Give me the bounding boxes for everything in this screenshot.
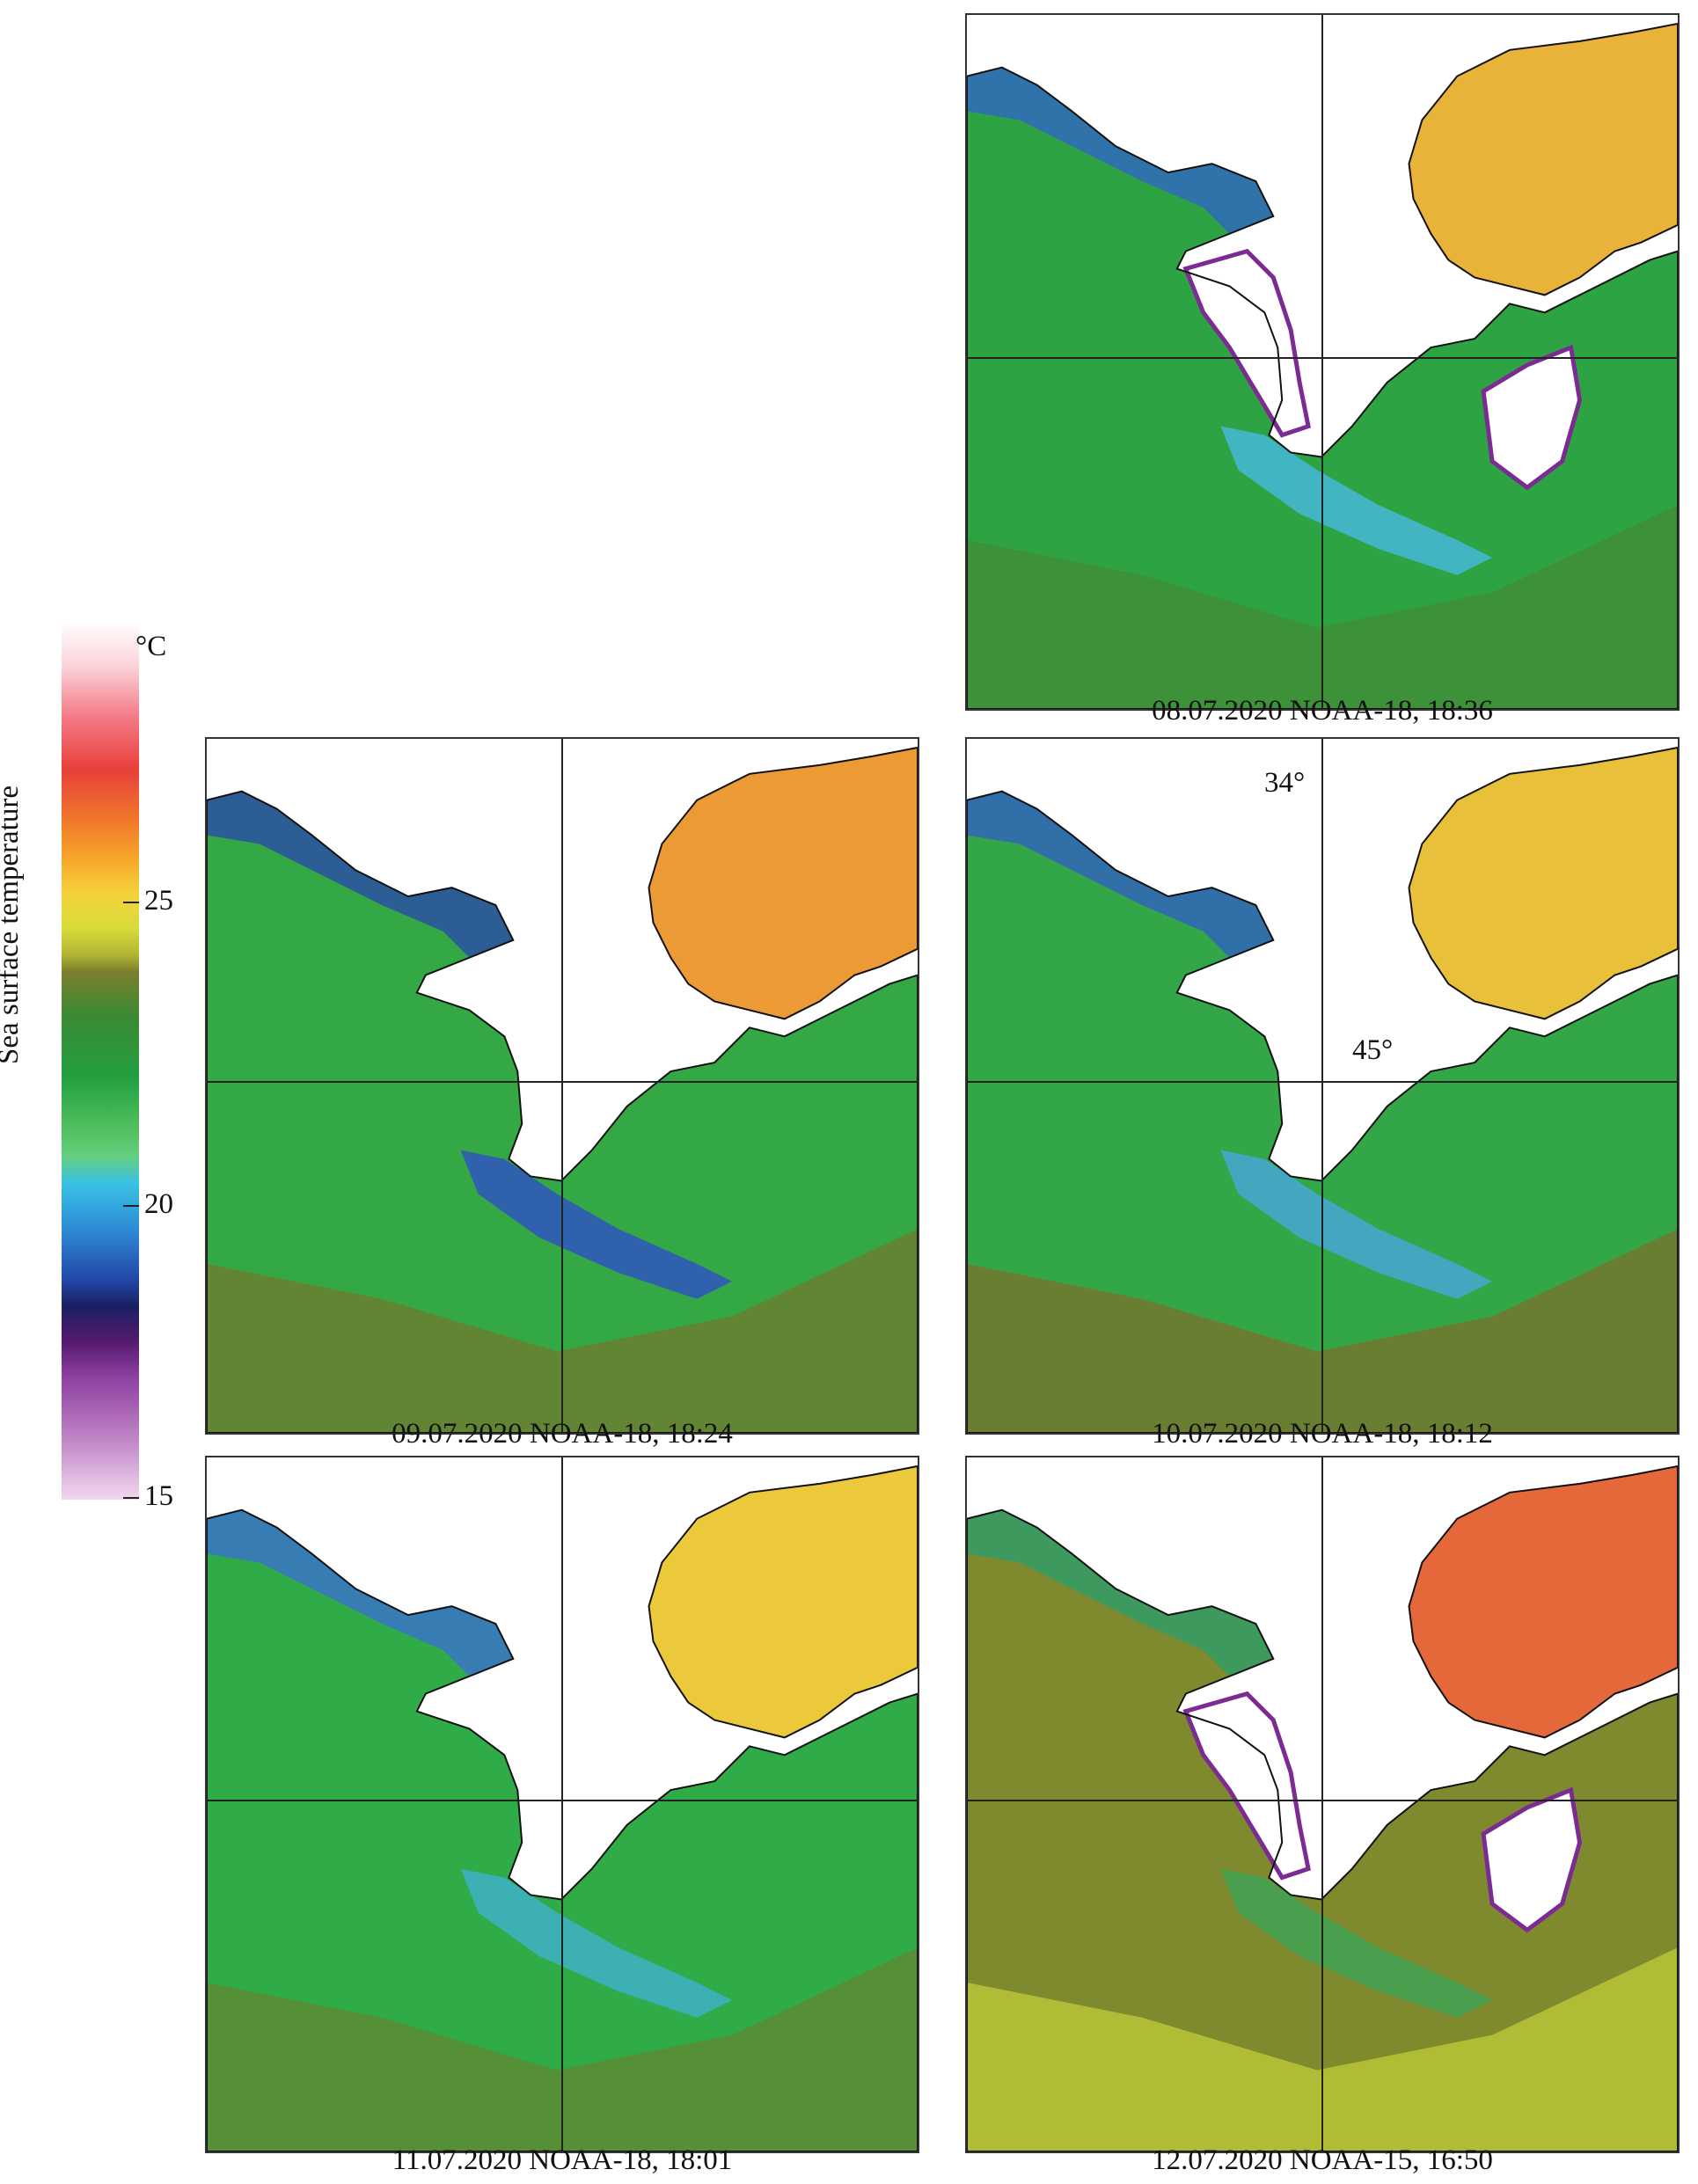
map-caption-2: 09.07.2020 NOAA-18, 18:24 (392, 1418, 733, 1450)
azov-sea-surface (1409, 23, 1678, 296)
colorbar: 25 20 15 (62, 620, 173, 1511)
coastline (1408, 22, 1678, 296)
azov-sea-surface (648, 747, 918, 1019)
sst-map-3 (967, 739, 1678, 1433)
latitude-label: 45° (1352, 1034, 1394, 1066)
colorbar-title: Sea surface temperature (0, 785, 25, 1064)
azov-sea-surface (1409, 1465, 1678, 1738)
sea-surface (967, 1509, 1678, 2151)
map-caption-1: 08.07.2020 NOAA-18, 18:36 (1152, 695, 1493, 727)
map-panel-5 (965, 1456, 1680, 2153)
map-caption-4: 11.07.2020 NOAA-18, 18:01 (392, 2144, 733, 2176)
southern-water (207, 1229, 918, 1433)
coastal-upwelling (967, 1509, 1274, 1676)
colorbar-tick-label-20: 20 (144, 1188, 173, 1220)
coastline (207, 790, 918, 1433)
sea-surface (967, 67, 1678, 709)
sst-map-4 (207, 1457, 918, 2151)
colorbar-tick-20 (123, 1205, 139, 1207)
southern-water (967, 505, 1678, 709)
map-caption-3: 10.07.2020 NOAA-18, 18:12 (1152, 1418, 1493, 1450)
colorbar-unit: °C (135, 631, 167, 662)
coastline (648, 746, 918, 1020)
cool-water-plume (1220, 1868, 1493, 2018)
map-panel-4 (205, 1456, 919, 2153)
cloud-mask (1481, 1786, 1583, 1933)
coastline (1408, 1465, 1678, 1739)
coastal-upwelling (207, 791, 514, 958)
coastline (1408, 746, 1678, 1020)
map-panel-3: 34° 45° (965, 737, 1680, 1435)
coastline (967, 790, 1678, 1433)
cool-water-plume (1220, 426, 1493, 575)
colorbar-tick-15 (123, 1497, 139, 1499)
azov-sea-surface (1409, 747, 1678, 1019)
colorbar-tick-25 (123, 902, 139, 903)
sea-surface (967, 791, 1678, 1433)
coastline (967, 1508, 1678, 2151)
coastal-upwelling (207, 1509, 514, 1676)
sea-surface (207, 791, 918, 1433)
colorbar-tick-label-15: 15 (144, 1480, 173, 1512)
map-caption-5: 12.07.2020 NOAA-15, 16:50 (1152, 2144, 1493, 2176)
cloud-mask (1481, 344, 1583, 491)
coastline (648, 1465, 918, 1739)
cool-water-plume (460, 1868, 733, 2018)
southern-water (967, 1229, 1678, 1433)
map-panel-2 (205, 737, 919, 1435)
southern-water (967, 1947, 1678, 2151)
cloud-mask (1182, 248, 1311, 438)
coastal-upwelling (967, 791, 1274, 958)
sst-map-1 (967, 15, 1678, 709)
coastline (207, 1508, 918, 2151)
colorbar-gradient (62, 620, 139, 1500)
cloud-mask (1182, 1691, 1311, 1881)
southern-water (207, 1947, 918, 2151)
coastal-upwelling (967, 67, 1274, 234)
map-panel-1 (965, 13, 1680, 711)
sea-surface (207, 1509, 918, 2151)
sst-map-5 (967, 1457, 1678, 2151)
azov-sea-surface (648, 1465, 918, 1738)
sst-map-2 (207, 739, 918, 1433)
colorbar-tick-label-25: 25 (144, 885, 173, 917)
coastline (967, 66, 1678, 709)
cool-water-plume (1220, 1150, 1493, 1299)
cool-water-plume (460, 1150, 733, 1299)
longitude-label: 34° (1264, 767, 1306, 799)
